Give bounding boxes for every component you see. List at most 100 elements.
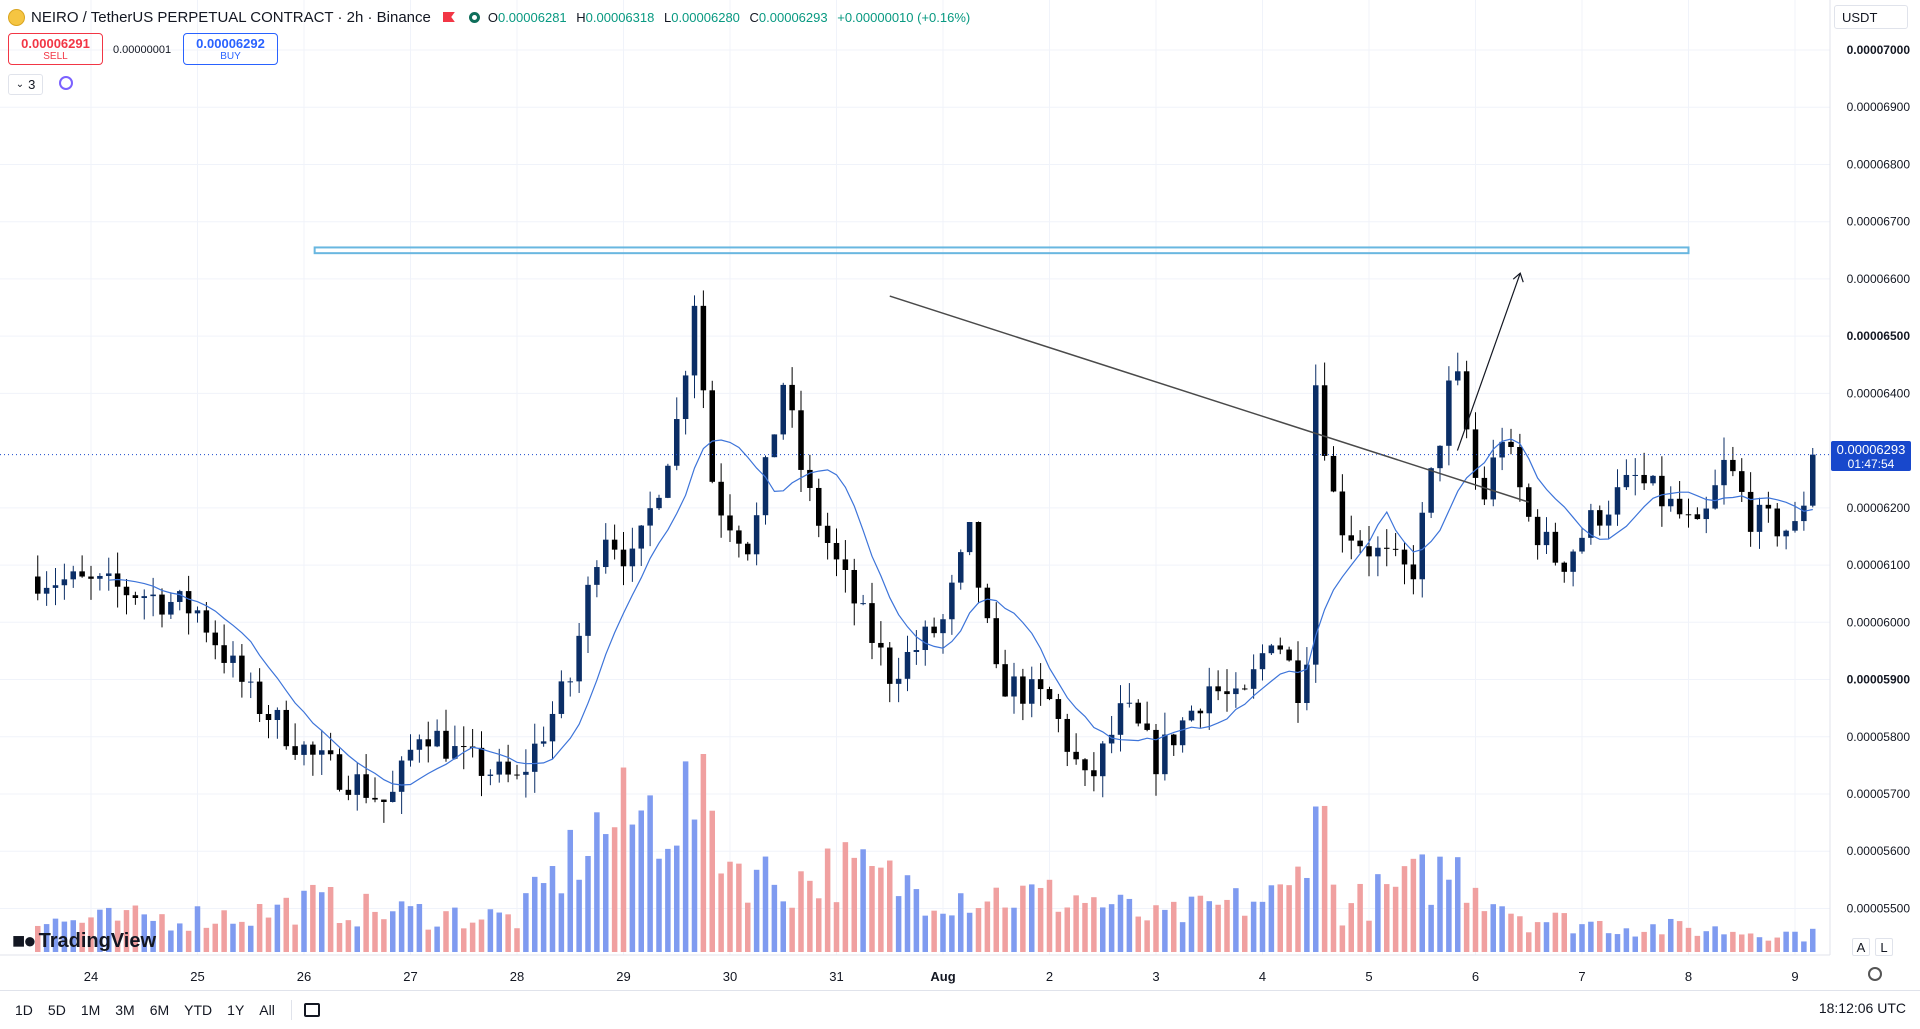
volume-bar (638, 810, 645, 952)
candle-body (1747, 491, 1754, 532)
candle-body (1765, 504, 1772, 509)
volume-bar (1241, 915, 1248, 952)
candle-body (647, 508, 653, 526)
range-3m[interactable]: 3M (115, 1002, 135, 1018)
utc-clock[interactable]: 18:12:06 UTC (1818, 1000, 1906, 1016)
candle-body (176, 591, 183, 602)
volume-bar (1481, 911, 1488, 952)
volume-bar (1162, 909, 1168, 952)
candle-body (1366, 546, 1372, 557)
spread-value: 0.00000001 (113, 44, 172, 56)
candle-body (815, 487, 822, 526)
volume-bar (1579, 924, 1585, 952)
log-scale-button[interactable]: L (1875, 938, 1893, 956)
time-tick-label: Aug (930, 969, 955, 984)
candle-body (1215, 686, 1221, 692)
candle-body (540, 741, 547, 744)
range-all[interactable]: All (259, 1002, 275, 1018)
candle-body (1028, 679, 1035, 704)
currency-select[interactable]: USDT (1834, 5, 1908, 29)
projection-arrow[interactable] (1456, 272, 1521, 451)
candle-body (531, 743, 538, 772)
candle-body (1437, 445, 1443, 469)
price-tick-label: 0.00006200 (1847, 501, 1911, 515)
calendar-icon[interactable] (303, 1003, 320, 1017)
brand-label: TradingView (38, 929, 157, 952)
price-tick-label: 0.00005600 (1847, 844, 1911, 858)
gear-icon[interactable] (1868, 967, 1882, 981)
candle-body (230, 655, 236, 663)
market-status-icon[interactable] (468, 11, 480, 23)
candle-body (443, 730, 449, 759)
candle-body (1224, 691, 1230, 695)
candle-body (638, 525, 645, 549)
candle-body (665, 465, 671, 498)
time-tick-label: 7 (1578, 969, 1585, 984)
price-chart[interactable]: 0.00007000 0.00006900 0.00006800 0.00006700… (0, 0, 1920, 990)
auto-scale-button[interactable]: A (1852, 938, 1870, 956)
candle-body (1383, 547, 1390, 549)
candle-body (1783, 530, 1789, 537)
volume-bar (185, 930, 192, 952)
volume-bar (744, 902, 751, 952)
candle-body (1064, 718, 1071, 752)
range-1m[interactable]: 1M (80, 1002, 101, 1018)
volume-bar (1277, 884, 1284, 952)
candle-body (496, 761, 503, 775)
volume-bar (1517, 916, 1523, 952)
volume-bar (34, 925, 41, 952)
range-6m[interactable]: 6M (149, 1002, 170, 1018)
indicator-settings-icon[interactable] (59, 76, 73, 90)
flag-icon[interactable] (442, 12, 455, 22)
volume-bar (1614, 934, 1621, 952)
volume-bars (34, 754, 1816, 952)
candle-body (310, 744, 316, 755)
time-axis[interactable]: 24 25 26 27 28 29 30 31 Aug 2 3 4 5 6 7 8 9 (84, 969, 1799, 984)
volume-bar (1756, 937, 1763, 952)
candle-body (771, 434, 778, 458)
candle-body (1082, 759, 1088, 771)
tradingview-logo[interactable]: ■● TradingView (12, 928, 156, 954)
volume-bar (336, 923, 343, 952)
price-tick-label: 0.00006900 (1847, 100, 1911, 114)
price-tick-label: 0.00006600 (1847, 272, 1911, 286)
volume-bar (1348, 903, 1355, 952)
sell-button[interactable]: 0.00006291 SELL (8, 33, 103, 65)
volume-bar (212, 923, 219, 952)
volume-bar (1499, 906, 1505, 952)
candle-body (700, 305, 707, 391)
indicators-toggle[interactable]: ⌄ 3 (8, 74, 43, 95)
range-ytd[interactable]: YTD (184, 1002, 213, 1018)
resistance-zone[interactable] (313, 246, 1690, 255)
volume-bar (1108, 904, 1115, 952)
price-axis[interactable]: 0.00007000 0.00006900 0.00006800 0.00006700… (1847, 43, 1911, 915)
volume-bar (274, 904, 281, 952)
candle-body (434, 730, 440, 747)
symbol-title[interactable]: NEIRO / TetherUS PERPETUAL CONTRACT · 2h… (31, 8, 431, 26)
candle-body (239, 655, 245, 682)
candle-body (1401, 549, 1408, 565)
candle-body (1091, 770, 1097, 777)
candle-body (452, 746, 458, 759)
volume-bar (1401, 866, 1408, 952)
volume-bar (105, 907, 112, 952)
candle-body (1020, 676, 1026, 704)
range-5d[interactable]: 5D (47, 1002, 66, 1018)
ohlc-high-label: H (576, 9, 586, 25)
volume-bar (771, 884, 778, 952)
candle-body (878, 642, 884, 648)
range-1y[interactable]: 1Y (227, 1002, 245, 1018)
volume-bar (940, 913, 946, 952)
volume-bar (514, 928, 520, 952)
volume-bar (656, 858, 662, 952)
price-tick-label: 0.00006800 (1847, 157, 1911, 171)
volume-bar (469, 922, 476, 952)
trendline[interactable] (889, 295, 1529, 503)
range-1d[interactable]: 1D (15, 1002, 33, 1018)
candle-body (150, 594, 156, 597)
buy-button[interactable]: 0.00006292 BUY (183, 33, 278, 65)
volume-bar (1357, 883, 1363, 952)
candle-body (247, 681, 254, 683)
indicators-count: 3 (28, 77, 36, 92)
volume-bar (1206, 901, 1213, 952)
